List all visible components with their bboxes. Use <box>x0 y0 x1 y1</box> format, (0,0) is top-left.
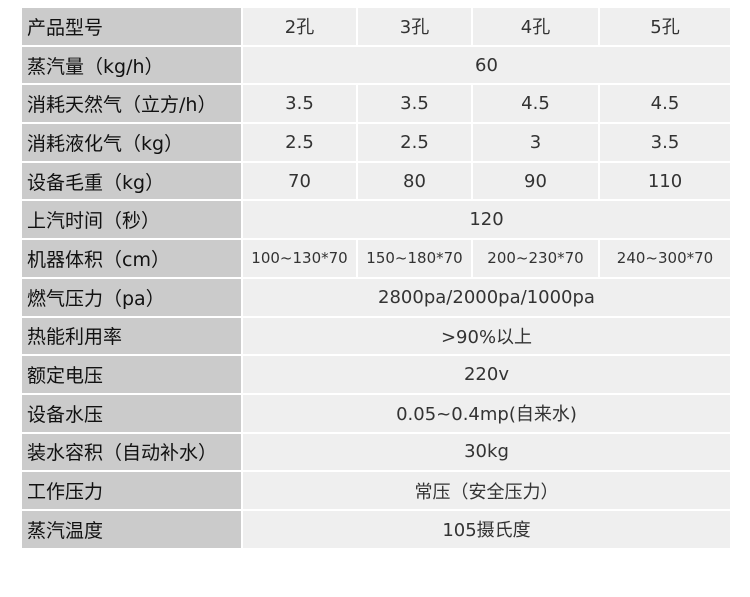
spec-value: 4.5 <box>598 83 732 125</box>
spec-value: 240~300*70 <box>598 238 732 279</box>
spec-value: 0.05~0.4mp(自来水) <box>241 392 732 434</box>
spec-value: 3.5 <box>241 83 358 125</box>
spec-row: 工作压力 常压（安全压力） <box>20 470 732 511</box>
spec-row: 热能利用率 >90%以上 <box>20 315 732 357</box>
spec-row: 上汽时间（秒） 120 <box>20 199 732 241</box>
spec-value: 150~180*70 <box>356 238 473 279</box>
spec-value: 4孔 <box>471 6 600 47</box>
spec-label: 消耗液化气（kg） <box>20 122 243 163</box>
spec-row: 产品型号 2孔 3孔 4孔 5孔 <box>20 6 732 47</box>
spec-label: 蒸汽量（kg/h） <box>20 44 243 86</box>
spec-value: 4.5 <box>471 83 600 125</box>
spec-value: 30kg <box>241 431 732 473</box>
spec-label: 蒸汽温度 <box>20 508 243 550</box>
spec-row: 消耗天然气（立方/h） 3.5 3.5 4.5 4.5 <box>20 83 732 125</box>
spec-value: 5孔 <box>598 6 732 47</box>
spec-label: 燃气压力（pa） <box>20 276 243 318</box>
spec-label: 装水容积（自动补水） <box>20 431 243 473</box>
spec-row: 蒸汽量（kg/h） 60 <box>20 44 732 86</box>
spec-value: 80 <box>356 160 473 202</box>
spec-value: 90 <box>471 160 600 202</box>
spec-row: 消耗液化气（kg） 2.5 2.5 3 3.5 <box>20 122 732 163</box>
spec-row: 额定电压 220v <box>20 354 732 395</box>
spec-value: 2孔 <box>241 6 358 47</box>
spec-value: 3.5 <box>598 122 732 163</box>
spec-row: 设备毛重（kg） 70 80 90 110 <box>20 160 732 202</box>
spec-row: 蒸汽温度 105摄氏度 <box>20 508 732 550</box>
spec-value: 2.5 <box>356 122 473 163</box>
spec-value: 2.5 <box>241 122 358 163</box>
spec-row: 设备水压 0.05~0.4mp(自来水) <box>20 392 732 434</box>
spec-row: 装水容积（自动补水） 30kg <box>20 431 732 473</box>
spec-value: 105摄氏度 <box>241 508 732 550</box>
spec-row: 燃气压力（pa） 2800pa/2000pa/1000pa <box>20 276 732 318</box>
spec-value: 3 <box>471 122 600 163</box>
spec-label: 机器体积（cm） <box>20 238 243 279</box>
spec-value: 2800pa/2000pa/1000pa <box>241 276 732 318</box>
spec-value: 70 <box>241 160 358 202</box>
spec-value: 3孔 <box>356 6 473 47</box>
spec-value: 60 <box>241 44 732 86</box>
spec-value: 3.5 <box>356 83 473 125</box>
spec-value: >90%以上 <box>241 315 732 357</box>
spec-value: 120 <box>241 199 732 241</box>
spec-label: 上汽时间（秒） <box>20 199 243 241</box>
spec-label: 设备水压 <box>20 392 243 434</box>
spec-value: 200~230*70 <box>471 238 600 279</box>
spec-value: 100~130*70 <box>241 238 358 279</box>
spec-value: 110 <box>598 160 732 202</box>
spec-label: 设备毛重（kg） <box>20 160 243 202</box>
spec-row: 机器体积（cm） 100~130*70 150~180*70 200~230*70 24… <box>20 238 732 279</box>
spec-label: 消耗天然气（立方/h） <box>20 83 243 125</box>
spec-label: 产品型号 <box>20 6 243 47</box>
spec-label: 额定电压 <box>20 354 243 395</box>
spec-value: 常压（安全压力） <box>241 470 732 511</box>
spec-label: 工作压力 <box>20 470 243 511</box>
spec-label: 热能利用率 <box>20 315 243 357</box>
spec-table: 产品型号 2孔 3孔 4孔 5孔 蒸汽量（kg/h） 60 消耗天然气（立方/h） 3.5 3.5… <box>20 6 732 550</box>
spec-value: 220v <box>241 354 732 395</box>
